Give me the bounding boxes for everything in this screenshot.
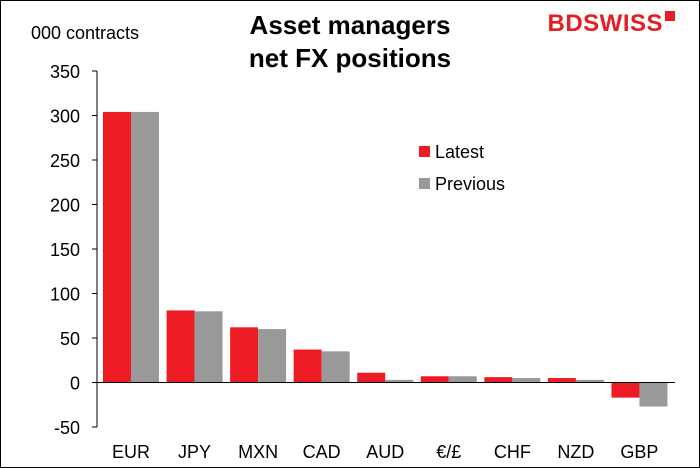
- bar-previous: [385, 379, 414, 383]
- bar-latest: [230, 327, 259, 383]
- x-tick-label: AUD: [366, 442, 404, 462]
- y-tick-label: 0: [70, 374, 80, 394]
- y-tick-label: 200: [50, 196, 80, 216]
- bar-previous: [448, 376, 477, 383]
- bar-latest: [420, 376, 449, 383]
- x-tick-label: GBP: [620, 442, 658, 462]
- bar-latest: [166, 310, 195, 383]
- bar-previous: [258, 329, 287, 383]
- x-tick-label: CHF: [494, 442, 531, 462]
- x-tick-label: CAD: [303, 442, 341, 462]
- legend-label: Latest: [435, 142, 484, 162]
- bar-latest: [293, 349, 322, 383]
- x-tick-label: JPY: [178, 442, 211, 462]
- bar-previous: [575, 379, 604, 383]
- y-tick-label: 350: [50, 62, 80, 82]
- x-tick-label: €/£: [436, 442, 461, 462]
- bar-latest: [357, 372, 386, 383]
- y-tick-label: -50: [54, 418, 80, 438]
- bar-previous: [512, 378, 541, 383]
- legend-swatch: [419, 146, 430, 157]
- swiss-cross-icon: [665, 11, 675, 21]
- legend-label: Previous: [435, 174, 505, 194]
- y-axis-label: 000 contracts: [31, 23, 139, 43]
- bar-latest: [103, 111, 131, 383]
- y-tick-label: 50: [60, 329, 80, 349]
- x-tick-label: MXN: [238, 442, 278, 462]
- y-tick-label: 150: [50, 240, 80, 260]
- chart-title: net FX positions: [249, 43, 451, 73]
- bar-latest: [547, 378, 576, 383]
- x-tick-label: NZD: [557, 442, 594, 462]
- chart-title: Asset managers: [250, 10, 451, 40]
- bar-latest: [611, 382, 640, 398]
- x-tick-label: EUR: [112, 442, 150, 462]
- bar-previous: [131, 111, 159, 383]
- brand-logo: BDSWISS: [547, 10, 675, 38]
- y-tick-label: 100: [50, 285, 80, 305]
- y-tick-label: 300: [50, 107, 80, 127]
- bar-previous: [321, 351, 350, 383]
- bar-previous: [639, 382, 668, 407]
- y-tick-label: 250: [50, 151, 80, 171]
- bar-previous: [194, 311, 223, 383]
- legend-swatch: [419, 178, 430, 189]
- bar-latest: [484, 377, 513, 383]
